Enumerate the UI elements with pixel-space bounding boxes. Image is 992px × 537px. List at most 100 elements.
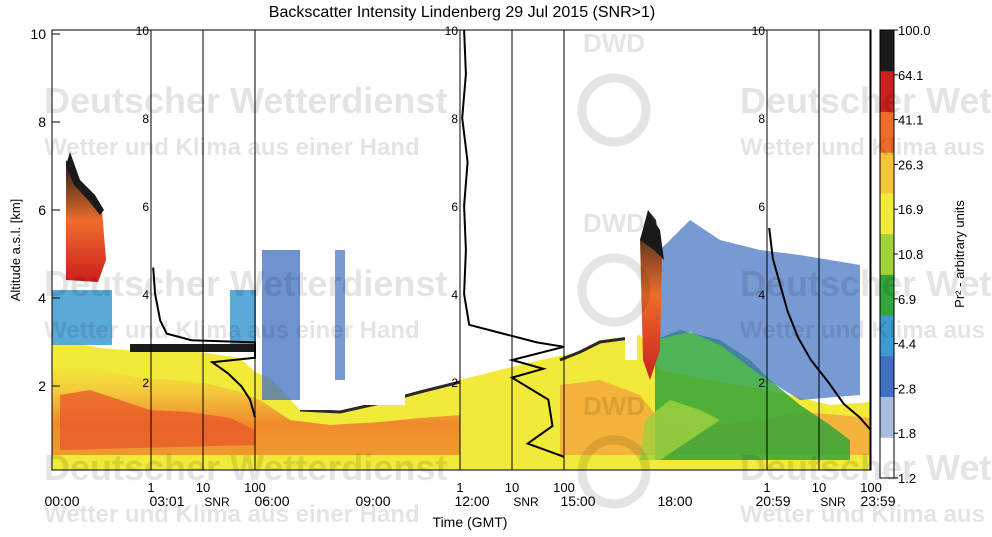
snr-profile-0301: 1 10 100 SNR 2 4 6 8 10 — [136, 24, 266, 509]
dwd-logo-text: DWD — [583, 208, 645, 238]
residual-cloud — [66, 160, 106, 282]
aerosol-blue-2 — [230, 290, 256, 350]
aerosol-blue-4 — [335, 250, 345, 380]
colorbar-tick-label: 2.8 — [898, 381, 916, 396]
colorbar-label: Pr² - arbitrary units — [952, 200, 967, 308]
colorbar-tick-label: 1.8 — [898, 426, 916, 441]
y-tick-label: 10 — [30, 26, 46, 42]
x-axis-label: Time (GMT) — [433, 514, 508, 530]
red-core — [60, 390, 255, 450]
x-axis: 00:00 03:01 06:00 09:00 12:00 15:00 18:0… — [44, 493, 895, 530]
colorbar-cell — [880, 315, 894, 357]
snr-profile-2059: 1 10 100 SNR 2 4 6 8 10 — [752, 24, 882, 509]
snr-tick-label: 10 — [196, 480, 210, 495]
colorbar-tick-label: 26.3 — [898, 157, 923, 172]
backscatter-field — [52, 152, 870, 470]
colorbar-cell — [880, 30, 894, 72]
gap-2 — [345, 240, 405, 405]
snr-y-tick-label: 6 — [142, 200, 149, 214]
snr-axis-label: SNR — [513, 495, 539, 509]
y-tick-label: 6 — [38, 202, 46, 218]
colorbar-cell — [880, 355, 894, 398]
colorbar-cell — [880, 274, 894, 316]
y-tick-label: 2 — [38, 378, 46, 394]
aerosol-blue-3 — [262, 250, 300, 400]
cloud-top-strip — [130, 344, 256, 352]
colorbar-cell — [880, 70, 894, 112]
y-axis-label: Altitude a.s.l. [km] — [8, 199, 23, 302]
watermark-line-1: Deutscher Wetterdienst — [44, 80, 447, 121]
x-tick-label: 20:59 — [755, 493, 790, 509]
watermark-line-1: Deutscher Wetterdienst — [740, 80, 992, 121]
colorbar-tick-label: 41.1 — [898, 113, 923, 128]
colorbar-tick-label: 1.2 — [898, 471, 916, 486]
watermark-line-2: Wetter und Klima aus einer Hand — [740, 317, 992, 344]
colorbar-tick-label: 10.8 — [898, 247, 923, 262]
watermark-line-2: Wetter und Klima aus einer Hand — [740, 134, 992, 161]
snr-y-tick-label: 8 — [758, 112, 765, 126]
snr-y-tick-label: 2 — [142, 376, 149, 390]
snr-tick-label: 100 — [860, 480, 882, 495]
x-tick-label: 18:00 — [657, 493, 692, 509]
watermark-line-1: Deutscher Wetterdienst — [44, 447, 447, 488]
colorbar-labels: 1.2 1.8 2.8 4.4 6.9 10.8 16.9 26.3 41.1 64.1 100.0 — [894, 23, 931, 486]
colorbar: 1.2 1.8 2.8 4.4 6.9 10.8 16.9 26.3 41.1 64.1 100.0… — [879, 23, 967, 486]
colorbar-cell — [880, 192, 894, 235]
colorbar-cell — [880, 437, 894, 479]
snr-profiles: 1 10 100 SNR 2 4 6 8 10 1 10 100 SNR 2 4 6 8 10 1 10 100 SNR 2… — [136, 24, 882, 509]
gap-1 — [300, 240, 330, 410]
x-tick-label: 23:59 — [860, 493, 895, 509]
snr-y-tick-label: 4 — [758, 288, 765, 302]
snr-y-tick-label: 10 — [136, 24, 150, 38]
colorbar-tick-label: 100.0 — [898, 23, 931, 38]
snr-tick-label: 100 — [244, 480, 266, 495]
residual-cloud-top — [66, 152, 104, 215]
snr-axis-label: SNR — [204, 495, 230, 509]
watermark-line-1: Deutscher Wetterdienst — [740, 263, 992, 304]
snr-y-tick-label: 10 — [752, 24, 766, 38]
x-tick-label: 06:00 — [254, 493, 289, 509]
y-tick-label: 4 — [38, 290, 46, 306]
aerosol-blue-1 — [52, 290, 112, 345]
snr-y-tick-label: 10 — [445, 24, 459, 38]
x-tick-label: 15:00 — [560, 493, 595, 509]
watermark-line-2: Wetter und Klima aus einer Hand — [44, 501, 420, 528]
snr-y-tick-label: 2 — [758, 376, 765, 390]
colorbar-cell — [880, 396, 894, 438]
watermark-line-1: Deutscher Wetterdienst — [44, 263, 447, 304]
snr-profile-line — [152, 267, 256, 418]
snr-tick-label: 10 — [812, 480, 826, 495]
bl-top-edge-2 — [559, 336, 631, 362]
watermark-line-2: Wetter und Klima aus einer Hand — [44, 134, 420, 161]
x-tick-label: 09:00 — [355, 493, 390, 509]
gap-3 — [625, 220, 637, 360]
snr-y-tick-label: 6 — [451, 200, 458, 214]
colorbar-tick-label: 64.1 — [898, 68, 923, 83]
snr-y-tick-label: 4 — [451, 288, 458, 302]
snr-y-tick-label: 6 — [758, 200, 765, 214]
dwd-logo-swirl — [577, 253, 651, 327]
convective-cloud-edge — [640, 212, 664, 260]
y-axis: 2 4 6 8 10 Altitude a.s.l. [km] — [8, 26, 60, 394]
colorbar-cell — [880, 152, 894, 194]
snr-tick-label: 1 — [763, 480, 770, 495]
dwd-logo-text: DWD — [583, 391, 645, 421]
snr-tick-label: 10 — [505, 480, 519, 495]
colorbar-cells — [880, 30, 894, 479]
chart-title: Backscatter Intensity Lindenberg 29 Jul … — [269, 4, 655, 21]
dwd-logo-swirl — [577, 435, 651, 509]
watermark-line-2: Wetter und Klima aus einer Hand — [740, 501, 992, 528]
snr-y-tick-label: 4 — [142, 288, 149, 302]
watermark-line-2: Wetter und Klima aus einer Hand — [44, 317, 420, 344]
y-tick-label: 8 — [38, 114, 46, 130]
colorbar-cell — [880, 233, 894, 275]
colorbar-tick-label: 6.9 — [898, 292, 916, 307]
dwd-logo-swirl — [577, 73, 651, 147]
plot-area: 2 4 6 8 10 Altitude a.s.l. [km] 00:00 03… — [8, 26, 896, 530]
watermark: Deutscher Wetterdienst Wetter und Klima … — [44, 28, 992, 528]
snr-profile-line — [768, 227, 872, 432]
colorbar-tick-label: 4.4 — [898, 337, 916, 352]
snr-y-tick-label: 8 — [451, 112, 458, 126]
watermark-line-1: Deutscher Wetterdienst — [740, 447, 992, 488]
snr-y-tick-label: 2 — [451, 376, 458, 390]
